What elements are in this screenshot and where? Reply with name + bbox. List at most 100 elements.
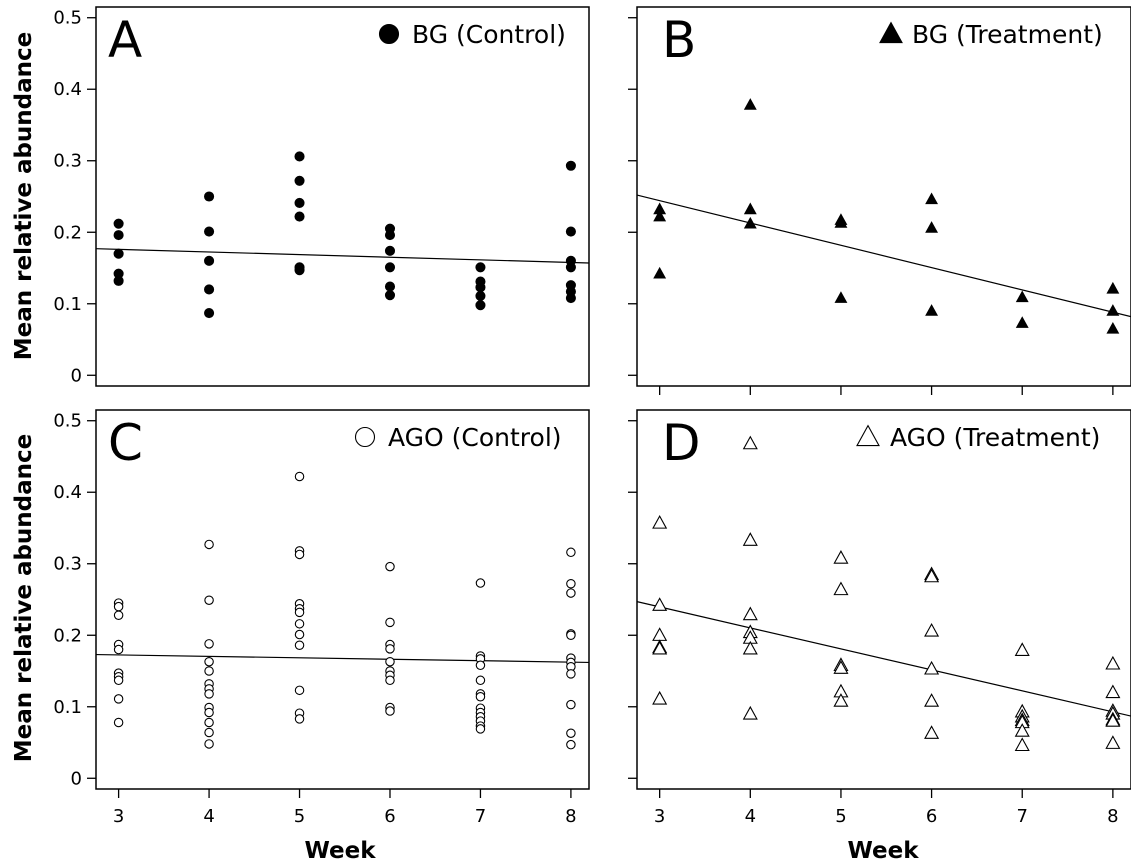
data-point xyxy=(834,216,848,228)
data-point xyxy=(566,579,576,589)
data-point xyxy=(565,262,576,273)
data-point xyxy=(204,284,215,295)
legend-symbol xyxy=(354,426,376,448)
data-point xyxy=(566,728,576,738)
y-axis-title-bottom: Mean relative abundance xyxy=(11,434,37,763)
data-point xyxy=(294,714,305,724)
y-tick-label: 0.2 xyxy=(53,625,82,646)
data-point xyxy=(294,265,305,276)
data-point xyxy=(204,226,215,237)
data-point xyxy=(653,266,667,279)
data-point xyxy=(113,601,124,612)
data-point xyxy=(833,693,849,707)
data-point xyxy=(652,597,668,611)
data-point xyxy=(204,539,214,550)
plot-frame xyxy=(636,409,1131,790)
data-point xyxy=(294,471,305,482)
data-point xyxy=(1015,290,1029,303)
trend-line xyxy=(95,248,590,264)
data-point xyxy=(743,216,757,229)
x-tick-label: 3 xyxy=(654,806,665,827)
data-point xyxy=(1106,304,1120,316)
y-axis-title-top: Mean relative abundance xyxy=(11,32,37,361)
data-point xyxy=(384,262,396,273)
data-point xyxy=(384,245,396,256)
data-point xyxy=(833,550,849,564)
data-point xyxy=(385,706,395,716)
data-point xyxy=(834,291,848,303)
data-point xyxy=(833,660,849,674)
plot-frame xyxy=(636,6,1131,387)
data-point xyxy=(294,211,305,222)
data-point xyxy=(294,151,305,162)
x-tick-label: 8 xyxy=(565,806,576,827)
data-point xyxy=(566,699,576,710)
y-tick-label: 0.1 xyxy=(53,294,82,315)
legend-label: AGO (Treatment) xyxy=(890,423,1100,452)
x-tick-label: 5 xyxy=(835,806,846,827)
data-point xyxy=(204,308,215,319)
x-tick-label: 7 xyxy=(1017,806,1028,827)
data-point xyxy=(742,606,758,621)
data-point xyxy=(1105,713,1121,727)
data-point xyxy=(384,230,396,241)
x-tick-label: 3 xyxy=(113,806,124,827)
data-point xyxy=(385,675,395,686)
panel-d: 3 4 5 6 7 8 D AGO (Treatment) xyxy=(628,409,1131,827)
data-point xyxy=(1014,723,1030,737)
data-point xyxy=(566,547,576,558)
data-point xyxy=(652,627,668,641)
data-point xyxy=(566,588,576,598)
data-point xyxy=(113,230,124,241)
data-point xyxy=(565,160,576,171)
data-point xyxy=(924,622,940,637)
x-tick-label: 6 xyxy=(384,806,395,827)
panel-label: B xyxy=(662,11,696,69)
panel-a: 0 0.1 0.2 0.3 0.4 0.5 A BG (Control) xyxy=(53,6,590,387)
data-point xyxy=(565,226,576,237)
data-point xyxy=(204,727,214,738)
data-point xyxy=(294,619,305,629)
data-point xyxy=(204,191,215,202)
data-point xyxy=(1106,321,1120,334)
data-point xyxy=(925,304,939,316)
data-point xyxy=(204,666,214,676)
plot-frame xyxy=(95,409,590,790)
plot-frame xyxy=(95,6,590,387)
data-point xyxy=(384,281,396,292)
y-tick-label: 0.1 xyxy=(53,697,82,718)
data-point xyxy=(1014,642,1030,656)
y-tick-label: 0 xyxy=(71,768,82,789)
data-point xyxy=(1105,655,1121,670)
x-tick-label: 6 xyxy=(926,806,937,827)
data-point xyxy=(565,292,576,304)
data-point xyxy=(652,690,668,705)
trend-line xyxy=(636,194,1131,318)
data-point xyxy=(652,515,668,529)
x-tick-label: 8 xyxy=(1107,806,1118,827)
legend-symbol xyxy=(856,424,880,447)
data-point xyxy=(113,610,124,620)
data-point xyxy=(294,197,305,208)
data-point xyxy=(385,656,395,667)
data-point xyxy=(1015,316,1029,328)
data-point xyxy=(742,532,758,546)
x-tick-label: 7 xyxy=(475,806,486,827)
data-point xyxy=(113,644,124,655)
data-point xyxy=(924,660,940,675)
data-point xyxy=(204,739,214,749)
panel-label: D xyxy=(662,414,701,472)
data-point xyxy=(475,675,486,686)
data-point xyxy=(475,290,486,301)
data-point xyxy=(294,640,305,651)
data-point xyxy=(294,175,305,186)
data-point xyxy=(385,644,395,654)
panel-label: C xyxy=(108,414,143,472)
y-tick-label: 0.3 xyxy=(53,151,82,172)
data-point xyxy=(566,669,576,679)
y-tick-label: 0.2 xyxy=(53,222,82,243)
data-point xyxy=(742,435,758,450)
data-point xyxy=(385,561,395,572)
data-point xyxy=(1105,735,1121,749)
